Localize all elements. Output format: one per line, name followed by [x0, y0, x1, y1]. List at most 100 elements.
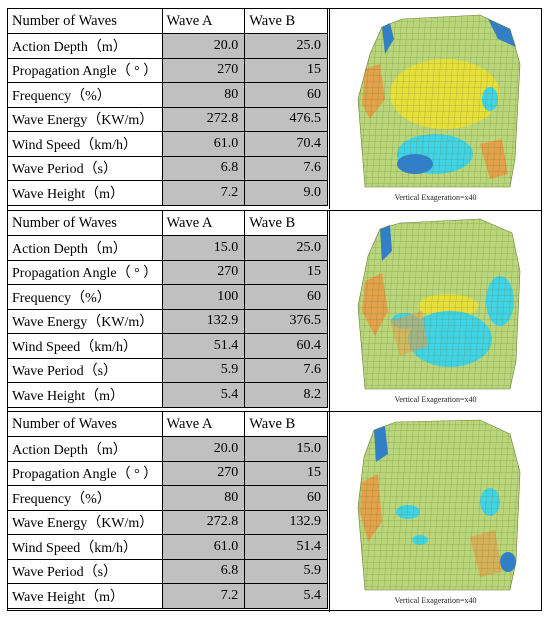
header-label: Number of Waves: [8, 412, 163, 437]
row-label: Wave Period（s）: [8, 558, 163, 584]
table-row: Wave Energy（KW/m） 272.8 132.9: [8, 509, 328, 535]
terrain-surface-image: [357, 218, 521, 390]
wave-a-value: 270: [161, 460, 246, 486]
row-label: Wave Height（m）: [8, 583, 163, 609]
wave-a-value: 7.2: [161, 180, 246, 206]
terrain-surface-image: [357, 419, 521, 591]
wave-b-value: 25.0: [244, 235, 328, 261]
table-row: Wave Period（s） 6.8 5.9: [8, 558, 328, 584]
row-label: Wave Height（m）: [8, 180, 163, 206]
wave-a-value: 270: [161, 259, 246, 285]
row-label: Propagation Angle（ ° ）: [8, 259, 163, 285]
table-row: Action Depth（m） 20.0 25.0: [8, 33, 328, 59]
row-label: Wave Energy（KW/m）: [8, 509, 163, 535]
wave-b-value: 70.4: [244, 131, 328, 157]
wave-b-value: 60: [244, 82, 328, 108]
wave-b-value: 60: [244, 284, 328, 310]
wave-b-value: 7.6: [244, 155, 328, 181]
wave-a-value: 5.9: [161, 357, 246, 383]
wave-b-value: 9.0: [244, 180, 328, 206]
wave-a-value: 20.0: [161, 436, 246, 462]
vertical-exaggeration-caption: Vertical Exageration=x40: [394, 596, 477, 605]
wave-a-value: 6.8: [161, 155, 246, 181]
wave-b-value: 476.5: [244, 106, 328, 132]
wave-b-value: 25.0: [244, 33, 328, 59]
table-row: Wind Speed（km/h） 61.0 70.4: [8, 131, 328, 157]
row-label: Frequency（%）: [8, 284, 163, 310]
header-row: Number of Waves Wave A Wave B: [8, 211, 328, 236]
wave-b-value: 60: [244, 485, 328, 511]
wave-a-value: 272.8: [161, 509, 246, 535]
table-row: Wind Speed（km/h） 51.4 60.4: [8, 333, 328, 359]
table-row: Wave Height（m） 5.4 8.2: [8, 382, 328, 408]
row-label: Wind Speed（km/h）: [8, 333, 163, 359]
scenario-block-2: Number of Waves Wave A Wave B Action Dep…: [8, 210, 541, 411]
wave-a-value: 132.9: [161, 308, 246, 334]
table-row: Propagation Angle（ ° ） 270 15: [8, 460, 328, 486]
terrain-render-cell: Vertical Exageration=x40: [329, 211, 541, 411]
wave-b-value: 132.9: [244, 509, 328, 535]
row-label: Propagation Angle（ ° ）: [8, 57, 163, 83]
wave-b-value: 5.9: [244, 558, 328, 584]
table-row: Frequency（%） 80 60: [8, 82, 328, 108]
scenario-block-1: Number of Waves Wave A Wave B Action Dep…: [8, 9, 541, 209]
table-row: Propagation Angle（ ° ） 270 15: [8, 259, 328, 285]
wave-b-value: 376.5: [244, 308, 328, 334]
header-wave-b: Wave B: [244, 211, 328, 236]
wave-a-value: 61.0: [161, 534, 246, 560]
wave-a-value: 5.4: [161, 382, 246, 408]
wave-a-value: 20.0: [161, 33, 246, 59]
row-label: Wave Period（s）: [8, 357, 163, 383]
table-row: Action Depth（m） 20.0 15.0: [8, 436, 328, 462]
wave-b-value: 15: [244, 57, 328, 83]
table-row: Frequency（%） 80 60: [8, 485, 328, 511]
figure-table: Number of Waves Wave A Wave B Action Dep…: [7, 8, 542, 612]
header-label: Number of Waves: [8, 211, 163, 236]
row-label: Wave Height（m）: [8, 382, 163, 408]
table-row: Wind Speed（km/h） 61.0 51.4: [8, 534, 328, 560]
wave-a-value: 272.8: [161, 106, 246, 132]
wave-a-value: 80: [161, 82, 246, 108]
table-row: Wave Energy（KW/m） 272.8 476.5: [8, 106, 328, 132]
wave-a-value: 80: [161, 485, 246, 511]
wave-a-value: 270: [161, 57, 246, 83]
vertical-exaggeration-caption: Vertical Exageration=x40: [394, 395, 477, 404]
table-row: Wave Energy（KW/m） 132.9 376.5: [8, 308, 328, 334]
parameter-table-1: Number of Waves Wave A Wave B Action Dep…: [8, 9, 328, 206]
wave-a-value: 51.4: [161, 333, 246, 359]
wave-b-value: 8.2: [244, 382, 328, 408]
row-label: Frequency（%）: [8, 82, 163, 108]
table-row: Frequency（%） 100 60: [8, 284, 328, 310]
table-row: Wave Height（m） 7.2 9.0: [8, 180, 328, 206]
table-row: Wave Height（m） 7.2 5.4: [8, 583, 328, 609]
row-label: Wave Energy（KW/m）: [8, 308, 163, 334]
row-label: Wave Period（s）: [8, 155, 163, 181]
wave-b-value: 60.4: [244, 333, 328, 359]
table-row: Action Depth（m） 15.0 25.0: [8, 235, 328, 261]
header-row: Number of Waves Wave A Wave B: [8, 412, 328, 437]
row-label: Wave Energy（KW/m）: [8, 106, 163, 132]
wave-a-value: 15.0: [161, 235, 246, 261]
parameter-table-3: Number of Waves Wave A Wave B Action Dep…: [8, 412, 328, 609]
table-row: Propagation Angle（ ° ） 270 15: [8, 57, 328, 83]
table-row: Wave Period（s） 6.8 7.6: [8, 155, 328, 181]
header-wave-a: Wave A: [161, 9, 246, 34]
wave-b-value: 5.4: [244, 583, 328, 609]
wave-b-value: 15: [244, 259, 328, 285]
header-row: Number of Waves Wave A Wave B: [8, 9, 328, 34]
wave-b-value: 7.6: [244, 357, 328, 383]
header-wave-b: Wave B: [244, 412, 328, 437]
row-label: Action Depth（m）: [8, 235, 163, 261]
row-label: Frequency（%）: [8, 485, 163, 511]
header-wave-a: Wave A: [161, 412, 246, 437]
wave-b-value: 15.0: [244, 436, 328, 462]
header-label: Number of Waves: [8, 9, 163, 34]
header-wave-a: Wave A: [161, 211, 246, 236]
table-row: Wave Period（s） 5.9 7.6: [8, 357, 328, 383]
wave-a-value: 6.8: [161, 558, 246, 584]
row-label: Action Depth（m）: [8, 33, 163, 59]
row-label: Wind Speed（km/h）: [8, 131, 163, 157]
row-label: Action Depth（m）: [8, 436, 163, 462]
vertical-exaggeration-caption: Vertical Exageration=x40: [394, 193, 477, 202]
parameter-table-2: Number of Waves Wave A Wave B Action Dep…: [8, 211, 328, 408]
